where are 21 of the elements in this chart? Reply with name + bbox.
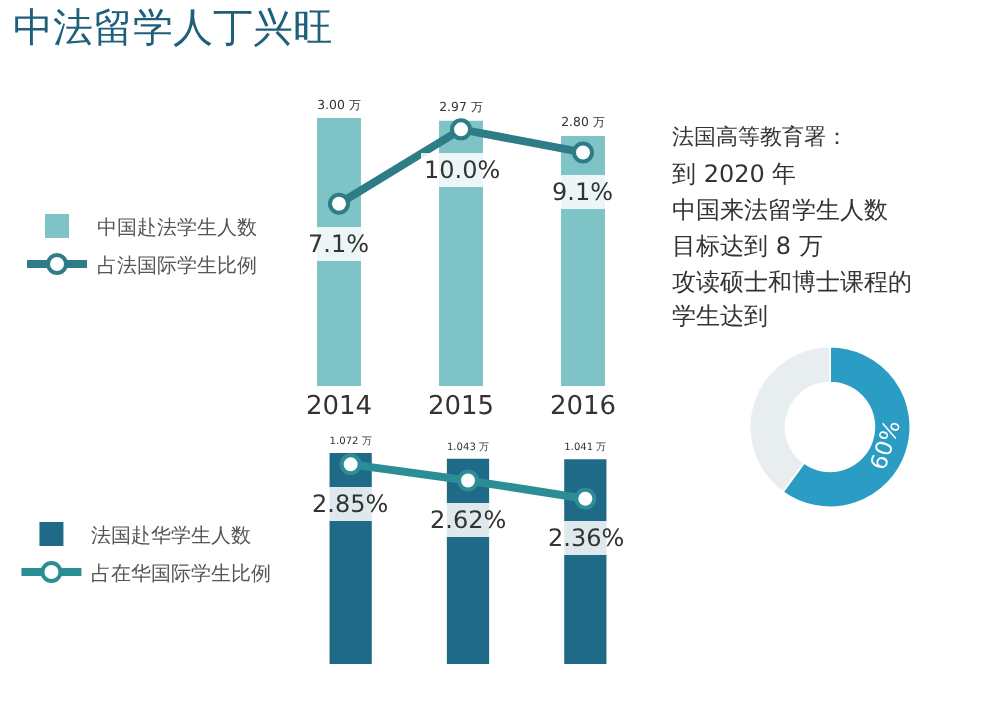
legend-label: 中国赴法学生人数 (97, 215, 258, 240)
text: 法国高等教育署： (672, 124, 848, 150)
x-tick-label: 2015 (427, 392, 495, 422)
text: 攻读硕士和博士课程的 (672, 268, 912, 296)
data-label: 2.36% (548, 524, 625, 552)
data-label: 9.1% (552, 178, 613, 206)
data-label: 7.1% (308, 230, 369, 258)
legend-label: 占法国际学生比例 (97, 253, 258, 278)
data-label: 10.0% (424, 156, 501, 184)
data-label: 60% (863, 416, 907, 474)
text: 到 2020 年 (672, 160, 797, 188)
x-tick-label: 2016 (549, 392, 617, 422)
chart-title: 中法留学人丁兴旺 (13, 2, 334, 51)
text: 学生达到 (672, 302, 768, 330)
text: 中国来法留学生人数 (672, 196, 888, 224)
data-label: 2.85% (312, 490, 389, 518)
text: 目标达到 8 万 (672, 232, 823, 260)
legend-label: 占在华国际学生比例 (91, 561, 272, 586)
x-tick-label: 2014 (305, 392, 373, 422)
data-label: 2.62% (430, 506, 507, 534)
legend-label: 法国赴华学生人数 (91, 523, 252, 548)
